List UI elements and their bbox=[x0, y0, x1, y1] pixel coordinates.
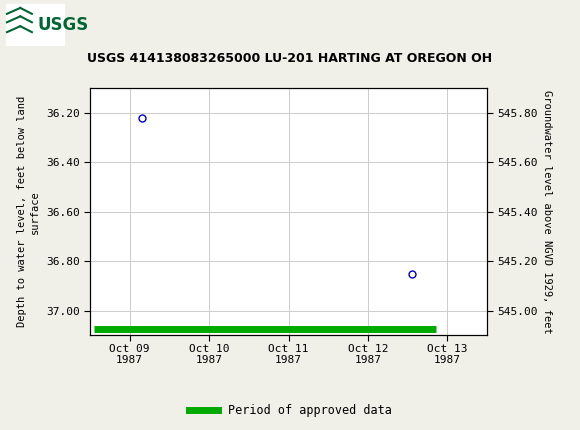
Y-axis label: Depth to water level, feet below land
surface: Depth to water level, feet below land su… bbox=[17, 96, 40, 327]
Text: USGS: USGS bbox=[38, 16, 89, 34]
Text: USGS 414138083265000 LU-201 HARTING AT OREGON OH: USGS 414138083265000 LU-201 HARTING AT O… bbox=[88, 52, 492, 64]
Y-axis label: Groundwater level above NGVD 1929, feet: Groundwater level above NGVD 1929, feet bbox=[542, 90, 552, 334]
Legend: Period of approved data: Period of approved data bbox=[184, 399, 396, 422]
FancyBboxPatch shape bbox=[6, 4, 64, 46]
